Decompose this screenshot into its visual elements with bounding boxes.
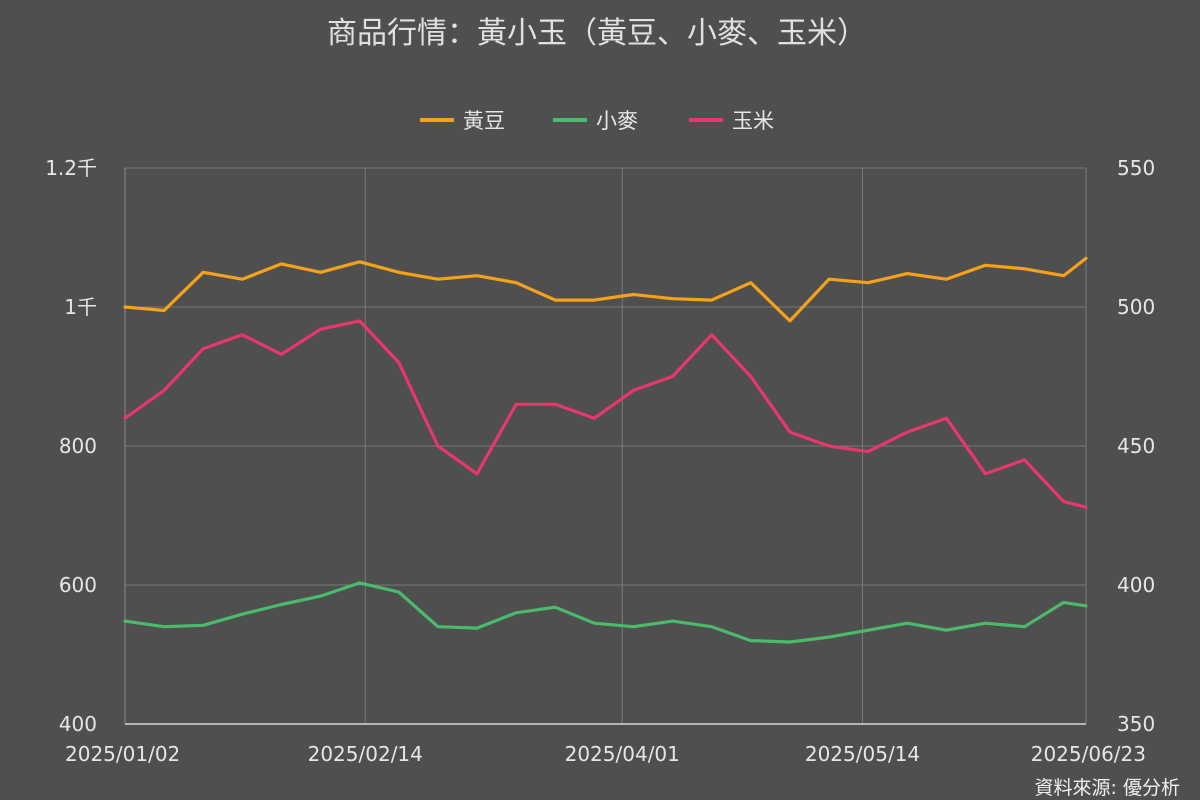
series-line-玉米 [123,319,1088,509]
x-tick-label: 2025/01/02 [65,742,180,766]
x-tick-label: 2025/02/14 [308,742,423,766]
series-line-小麥 [123,581,1088,644]
y-right-tick-label: 450 [1117,434,1155,458]
grid [124,167,1087,724]
plot-area [123,256,1088,644]
legend-label-小麥: 小麥 [596,109,638,133]
y-left-tick-label: 400 [59,712,97,736]
y-left-tick-label: 1.2千 [45,156,97,180]
y-right-tick-label: 400 [1117,573,1155,597]
y-left-tick-label: 600 [59,573,97,597]
y-left-tick-label: 1千 [64,295,97,319]
legend-label-黃豆: 黃豆 [463,109,505,133]
source-note: 資料來源: 優分析 [1035,777,1180,799]
y-right-tick-label: 550 [1117,156,1155,180]
axes: 400 600 800 1千 1.2千 350 400 450 500 550 2025/01/02… [45,156,1155,766]
series-line-黃豆 [123,256,1088,323]
legend: 黃豆 小麥 玉米 [420,109,774,133]
y-right-tick-label: 350 [1117,712,1155,736]
x-tick-label: 2025/04/01 [565,742,680,766]
x-tick-label: 2025/06/23 [1031,742,1146,766]
y-right-tick-label: 500 [1117,295,1155,319]
y-left-tick-label: 800 [59,434,97,458]
legend-label-玉米: 玉米 [732,109,774,133]
x-tick-label: 2025/05/14 [805,742,920,766]
chart-title: 商品行情：黃小玉（黃豆、小麥、玉米） [327,16,867,51]
